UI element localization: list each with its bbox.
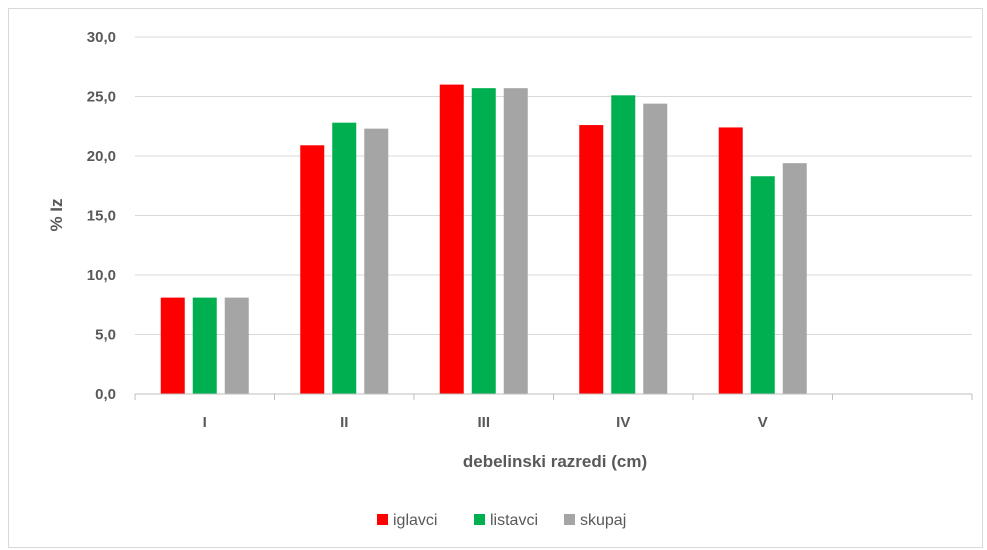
x-tick-label: IV <box>616 414 630 431</box>
x-tick-label: I <box>203 414 207 431</box>
x-tick-label: III <box>477 414 490 431</box>
bar-skupaj-V <box>782 163 807 394</box>
bar-skupaj-II <box>364 128 389 394</box>
bar-iglavci-III <box>439 84 464 394</box>
y-tick-label: 5,0 <box>95 327 116 344</box>
bar-skupaj-III <box>503 88 528 395</box>
legend-label-iglavci: iglavci <box>393 512 437 529</box>
x-axis-title: debelinski razredi (cm) <box>463 452 647 471</box>
legend: iglavci listavci skupaj <box>377 512 626 529</box>
bar-listavci-IV <box>611 95 636 394</box>
bar-listavci-III <box>471 88 496 395</box>
y-tick-label: 25,0 <box>87 89 116 106</box>
bar-listavci-II <box>332 122 357 395</box>
bar-iglavci-IV <box>579 125 604 394</box>
bar-iglavci-II <box>300 145 325 394</box>
bar-listavci-V <box>750 176 775 394</box>
gridlines <box>135 36 972 335</box>
y-tick-label: 20,0 <box>87 148 116 165</box>
bar-iglavci-I <box>160 297 185 394</box>
bar-iglavci-V <box>718 127 743 394</box>
x-tick-label: II <box>340 414 348 431</box>
legend-swatch-skupaj <box>564 514 575 525</box>
legend-label-listavci: listavci <box>490 512 538 529</box>
y-tick-label: 0,0 <box>95 386 116 403</box>
legend-swatch-listavci <box>474 514 485 525</box>
legend-label-skupaj: skupaj <box>580 512 626 529</box>
bar-skupaj-IV <box>643 103 668 394</box>
y-tick-label: 10,0 <box>87 267 116 284</box>
y-tick-label: 30,0 <box>87 29 116 46</box>
bar-skupaj-I <box>224 297 249 394</box>
bars <box>160 84 807 395</box>
legend-swatch-iglavci <box>377 514 388 525</box>
bar-listavci-I <box>192 297 217 394</box>
y-axis-ticks: 0,0 5,0 10,0 15,0 20,0 25,0 30,0 <box>87 29 116 403</box>
x-tick-label: V <box>758 414 768 431</box>
y-tick-label: 15,0 <box>87 208 116 225</box>
y-axis-title: % Iz <box>47 198 66 231</box>
x-axis: I II III IV V <box>134 393 973 431</box>
